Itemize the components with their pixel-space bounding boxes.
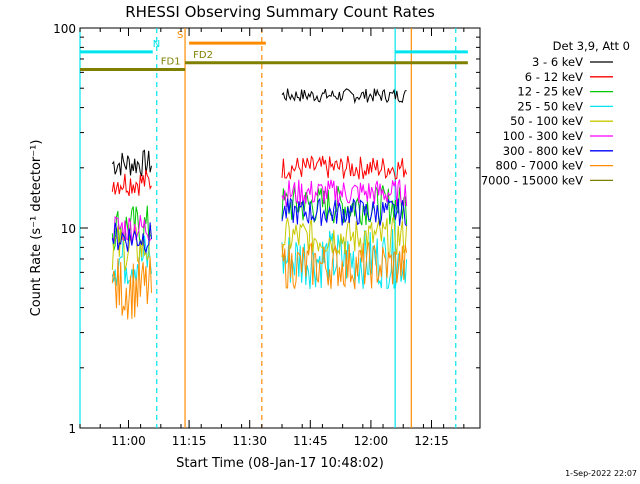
legend-entry-label-8: 7000 - 15000 keV — [481, 173, 583, 187]
chart-title: RHESSI Observing Summary Count Rates — [125, 3, 435, 21]
series-line-7-0 — [111, 256, 152, 320]
legend-entry-label-5: 100 - 300 keV — [503, 129, 583, 143]
legend-entry-label-1: 6 - 12 keV — [525, 70, 583, 84]
x-tick-label-1: 11:15 — [172, 434, 207, 448]
series-line-3-1 — [281, 229, 408, 290]
series-line-6-1 — [281, 197, 408, 227]
x-tick-label-4: 12:00 — [354, 434, 389, 448]
flag-label-4: FD2 — [193, 50, 213, 61]
flag-label-2: S — [177, 30, 183, 41]
series-line-7-1 — [281, 242, 408, 290]
legend-entry-label-4: 50 - 100 keV — [510, 114, 583, 128]
flag-label-3: FD1 — [161, 57, 181, 68]
series-lines — [111, 88, 408, 320]
flag-label-0: N — [153, 39, 160, 50]
legend-entry-label-7: 800 - 7000 keV — [495, 159, 583, 173]
plot-frame — [79, 27, 481, 429]
y-tick-label-0: 1 — [68, 422, 76, 436]
x-axis-label: Start Time (08-Jan-17 10:48:02) — [176, 456, 384, 471]
legend-title: Det 3,9, Att 0 — [553, 39, 630, 53]
series-line-1-0 — [111, 169, 152, 197]
y-tick-label-2: 100 — [53, 22, 76, 36]
series-line-0-1 — [281, 88, 407, 105]
axes: 1 10 100 11:00 11:15 11:30 11:45 12:00 12:15 — [53, 22, 480, 448]
series-line-3-0 — [111, 232, 152, 286]
plot-area — [79, 27, 481, 429]
x-tick-label-2: 11:30 — [232, 434, 267, 448]
legend-entry-label-3: 25 - 50 keV — [517, 99, 583, 113]
series-line-0-0 — [111, 149, 152, 177]
flag-bars: N S FD1 FD2 — [80, 30, 468, 72]
series-line-4-1 — [281, 217, 408, 258]
legend-entry-label-0: 3 - 6 keV — [532, 55, 583, 69]
y-axis-label: Count Rate (s⁻¹ detector⁻¹) — [29, 140, 44, 317]
x-tick-label-0: 11:00 — [111, 434, 146, 448]
legend-entry-label-6: 300 - 800 keV — [503, 144, 583, 158]
legend-entry-label-2: 12 - 25 keV — [517, 85, 583, 99]
series-line-6-0 — [111, 222, 152, 255]
footer-timestamp: 1-Sep-2022 22:07 — [565, 469, 637, 478]
x-tick-label-3: 11:45 — [293, 434, 328, 448]
series-line-1-1 — [281, 155, 408, 180]
y-tick-label-1: 10 — [61, 222, 76, 236]
x-tick-label-5: 12:15 — [414, 434, 449, 448]
